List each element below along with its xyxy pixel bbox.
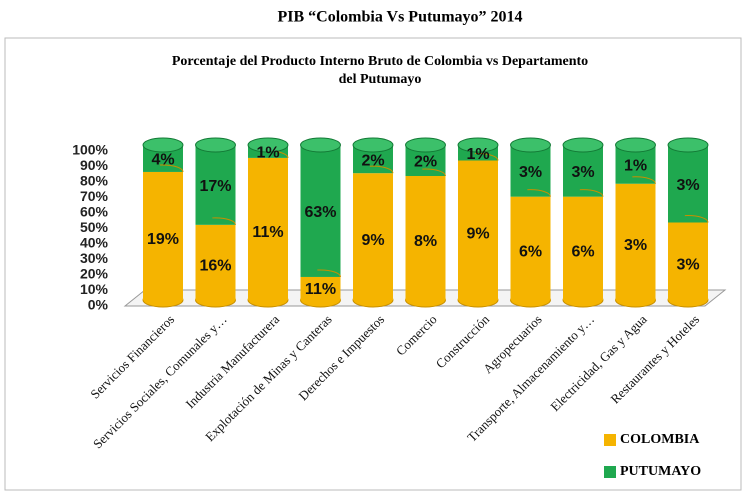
y-tick-label: 20% <box>80 266 109 282</box>
data-label: 1% <box>256 145 279 162</box>
data-label: 8% <box>414 233 437 250</box>
legend-swatch <box>604 434 616 446</box>
data-label: 3% <box>519 164 542 181</box>
data-label: 2% <box>414 154 437 171</box>
legend-label: COLOMBIA <box>620 432 700 447</box>
data-label: 1% <box>624 158 647 175</box>
chart-subtitle: Porcentaje del Producto Interno Bruto de… <box>172 54 588 69</box>
cylinder-joint <box>142 164 184 180</box>
cylinder-joint <box>562 189 604 205</box>
cylinder-top <box>615 137 656 153</box>
y-tick-label: 0% <box>88 297 109 313</box>
bar <box>510 145 551 197</box>
data-label: 63% <box>304 204 336 221</box>
y-tick-label: 50% <box>80 219 109 235</box>
data-label: 17% <box>199 178 231 195</box>
y-tick-label: 60% <box>80 204 109 220</box>
cylinder-joint <box>510 189 551 205</box>
bar <box>615 183 656 300</box>
cylinder-joint <box>300 269 341 285</box>
data-label: 3% <box>676 177 699 194</box>
bar <box>668 222 708 300</box>
bar <box>143 171 183 300</box>
data-label: 9% <box>466 225 489 242</box>
legend-swatch <box>604 466 616 478</box>
y-tick-label: 90% <box>80 157 109 173</box>
data-label: 3% <box>571 164 594 181</box>
cylinder-joint <box>457 153 499 168</box>
data-label: 11% <box>252 224 283 241</box>
cylinder-joint <box>667 215 709 230</box>
bar <box>563 196 603 300</box>
data-label: 1% <box>466 146 489 163</box>
data-label: 16% <box>199 258 231 275</box>
cylinder-top <box>300 137 341 153</box>
cylinder-joint <box>195 217 236 233</box>
chart-subtitle: del Putumayo <box>339 72 422 87</box>
y-tick-label: 40% <box>80 235 109 251</box>
bar <box>353 173 393 300</box>
bar <box>668 145 708 223</box>
cylinder-joint <box>352 165 394 181</box>
bar <box>195 145 236 225</box>
cylinder-top <box>667 137 709 153</box>
y-tick-label: 70% <box>80 188 109 204</box>
bar <box>195 224 236 300</box>
data-label: 6% <box>571 244 594 261</box>
cylinder-top <box>142 137 184 153</box>
cylinder-top <box>247 137 289 153</box>
y-tick-label: 30% <box>80 250 109 266</box>
bar <box>563 145 603 197</box>
bar <box>510 196 551 300</box>
bar <box>458 160 498 300</box>
data-label: 11% <box>305 281 336 298</box>
cylinder-top <box>510 137 551 153</box>
bar <box>405 176 446 300</box>
cylinder-top <box>405 137 446 153</box>
cylinder-top <box>195 137 236 153</box>
legend-label: PUTUMAYO <box>620 464 701 479</box>
data-label: 19% <box>147 231 179 248</box>
cylinder-joint <box>615 176 656 192</box>
y-tick-label: 100% <box>72 142 108 158</box>
y-tick-label: 10% <box>80 281 109 297</box>
bar <box>300 276 341 300</box>
data-label: 9% <box>361 232 384 249</box>
data-label: 3% <box>624 237 647 254</box>
cylinder-top <box>562 137 604 153</box>
data-label: 6% <box>519 244 542 261</box>
bar <box>300 145 341 277</box>
data-label: 3% <box>676 256 699 273</box>
chart-title: PIB “Colombia Vs Putumayo” 2014 <box>277 9 522 26</box>
data-label: 2% <box>361 152 384 169</box>
cylinder-top <box>352 137 394 153</box>
data-label: 4% <box>151 152 174 169</box>
bar <box>248 157 288 300</box>
cylinder-top <box>457 137 499 153</box>
cylinder-joint <box>405 168 446 184</box>
y-tick-label: 80% <box>80 173 109 189</box>
